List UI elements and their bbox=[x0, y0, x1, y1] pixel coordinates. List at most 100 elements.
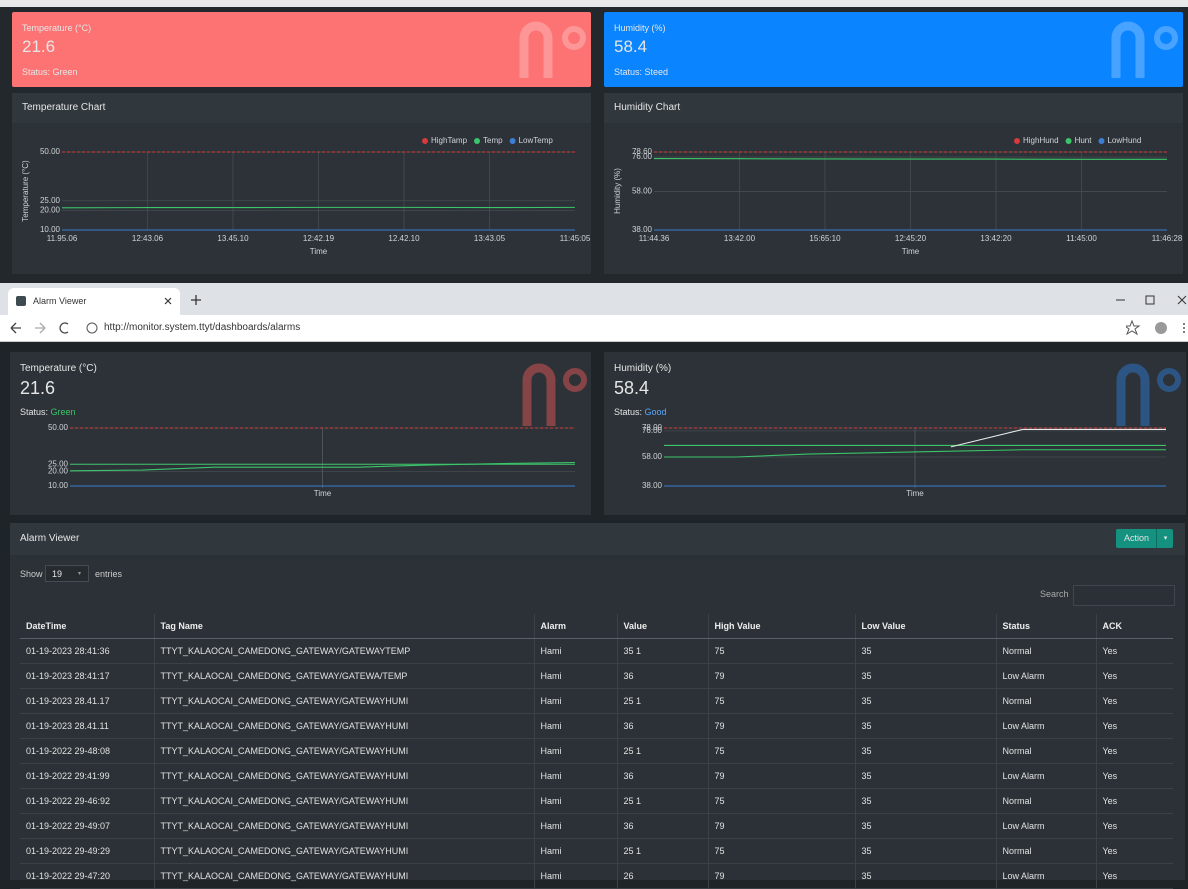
x-axis-label: Time bbox=[906, 489, 924, 498]
alarm-panel: Alarm Viewer Action▾ Show 19▾ entries Se… bbox=[10, 523, 1185, 880]
cell: Hami bbox=[534, 789, 617, 814]
series-line bbox=[951, 429, 1166, 446]
cell: Normal bbox=[996, 839, 1096, 864]
column-header: Status bbox=[996, 614, 1096, 639]
action-button[interactable]: Action▾ bbox=[1116, 529, 1173, 548]
show-label: Show bbox=[20, 569, 43, 579]
column-header: Low Value bbox=[855, 614, 996, 639]
search-input[interactable] bbox=[1073, 585, 1175, 606]
cell: 35 bbox=[855, 789, 996, 814]
cell: TTYT_KALAOCAI_CAMEDONG_GATEWAY/GATEWAYHU… bbox=[154, 714, 534, 739]
card-label: Humidity (%) bbox=[614, 363, 671, 374]
cell: Yes bbox=[1096, 814, 1173, 839]
legend-label: HighHund bbox=[1023, 136, 1059, 145]
card-value: 58.4 bbox=[614, 37, 647, 57]
cell: 35 1 bbox=[617, 639, 708, 664]
action-caret[interactable]: ▾ bbox=[1156, 529, 1174, 548]
cell: TTYT_KALAOCAI_CAMEDONG_GATEWAY/GATEWAYHU… bbox=[154, 789, 534, 814]
y-tick-label: 58.00 bbox=[632, 187, 653, 196]
cell: 79 bbox=[708, 714, 855, 739]
cell: 01-19-2023 28.41.17 bbox=[20, 689, 154, 714]
y-axis-label: Humidity (%) bbox=[613, 168, 622, 214]
card-value: 21.6 bbox=[22, 37, 55, 57]
tab[interactable]: Alarm Viewer bbox=[8, 288, 180, 315]
cell: TTYT_KALAOCAI_CAMEDONG_GATEWAY/GATEWA/TE… bbox=[154, 664, 534, 689]
card-value: 58.4 bbox=[614, 378, 649, 399]
card-label: Humidity (%) bbox=[614, 23, 666, 33]
window-controls[interactable] bbox=[1116, 295, 1188, 307]
y-tick-label: 50.00 bbox=[48, 423, 69, 432]
tab-close[interactable] bbox=[164, 297, 172, 305]
cell: 79 bbox=[708, 864, 855, 889]
x-tick-label: 11:45:00 bbox=[1066, 234, 1097, 243]
column-header: Value bbox=[617, 614, 708, 639]
entries-select[interactable]: 19▾ bbox=[45, 565, 89, 582]
cell: 01-19-2022 29-48:08 bbox=[20, 739, 154, 764]
temp-dash-card: Temperature (°C) 21.6 Status: Green 50.0… bbox=[10, 352, 591, 515]
cell: 01-19-2022 29-49:29 bbox=[20, 839, 154, 864]
legend-swatch bbox=[1098, 138, 1104, 144]
cell: 79 bbox=[708, 814, 855, 839]
cell: 35 bbox=[855, 739, 996, 764]
column-header: DateTime bbox=[20, 614, 154, 639]
legend-label: Temp bbox=[483, 136, 503, 145]
cell: 25 1 bbox=[617, 789, 708, 814]
alarm-title: Alarm Viewer bbox=[20, 533, 79, 544]
new-tab[interactable] bbox=[191, 295, 201, 305]
y-tick-label: 76.00 bbox=[632, 152, 653, 161]
cell: 25 1 bbox=[617, 689, 708, 714]
top-strip bbox=[0, 0, 1188, 7]
cell: 79 bbox=[708, 764, 855, 789]
cell: 35 bbox=[855, 689, 996, 714]
x-tick-label: 13:42.00 bbox=[724, 234, 756, 243]
search-label: Search bbox=[1040, 589, 1069, 599]
status-value: Good bbox=[645, 407, 667, 417]
hum-card: Humidity (%) 58.4 Status: Steed bbox=[604, 12, 1183, 87]
legend-label: LowHund bbox=[1107, 136, 1141, 145]
cell: Normal bbox=[996, 639, 1096, 664]
nav-buttons[interactable] bbox=[8, 321, 98, 335]
cell: Normal bbox=[996, 789, 1096, 814]
cell: 26 bbox=[617, 864, 708, 889]
cell: 75 bbox=[708, 739, 855, 764]
cell: 01-19-2022 29:41:99 bbox=[20, 764, 154, 789]
y-tick-label: 50.00 bbox=[40, 147, 61, 156]
entries-label: entries bbox=[95, 569, 122, 579]
status-value: Green bbox=[51, 407, 76, 417]
url[interactable]: http://monitor.system.ttyt/dashboards/al… bbox=[104, 322, 300, 333]
cell: TTYT_KALAOCAI_CAMEDONG_GATEWAY/GATEWAYHU… bbox=[154, 814, 534, 839]
cell: TTYT_KALAOCAI_CAMEDONG_GATEWAY/GATEWAYHU… bbox=[154, 764, 534, 789]
column-header: High Value bbox=[708, 614, 855, 639]
cell: 35 bbox=[855, 864, 996, 889]
cell: Yes bbox=[1096, 689, 1173, 714]
cell: Hami bbox=[534, 814, 617, 839]
y-tick-label: 25.00 bbox=[40, 196, 61, 205]
toolbar-icons[interactable] bbox=[1126, 320, 1188, 336]
cell: TTYT_KALAOCAI_CAMEDONG_GATEWAY/GATEWAYHU… bbox=[154, 739, 534, 764]
card-status: Status: Green bbox=[22, 67, 78, 77]
card-value: 21.6 bbox=[20, 378, 55, 399]
y-axis-label: Temperature (°C) bbox=[21, 160, 30, 222]
thermo-icon bbox=[502, 18, 591, 87]
cell: 01-19-2023 28.41.11 bbox=[20, 714, 154, 739]
x-tick-label: 13:42:20 bbox=[980, 234, 1012, 243]
status-label: Status: bbox=[20, 407, 48, 417]
cell: Low Alarm bbox=[996, 814, 1096, 839]
cell: TTYT_KALAOCAI_CAMEDONG_GATEWAY/GATEWAYHU… bbox=[154, 689, 534, 714]
status-label: Status: bbox=[614, 407, 642, 417]
x-tick-label: 11:45:05 bbox=[560, 234, 591, 243]
y-tick-label: 10.00 bbox=[40, 225, 61, 234]
x-axis-label: Time bbox=[902, 247, 920, 256]
entries-value: 19 bbox=[52, 569, 62, 579]
